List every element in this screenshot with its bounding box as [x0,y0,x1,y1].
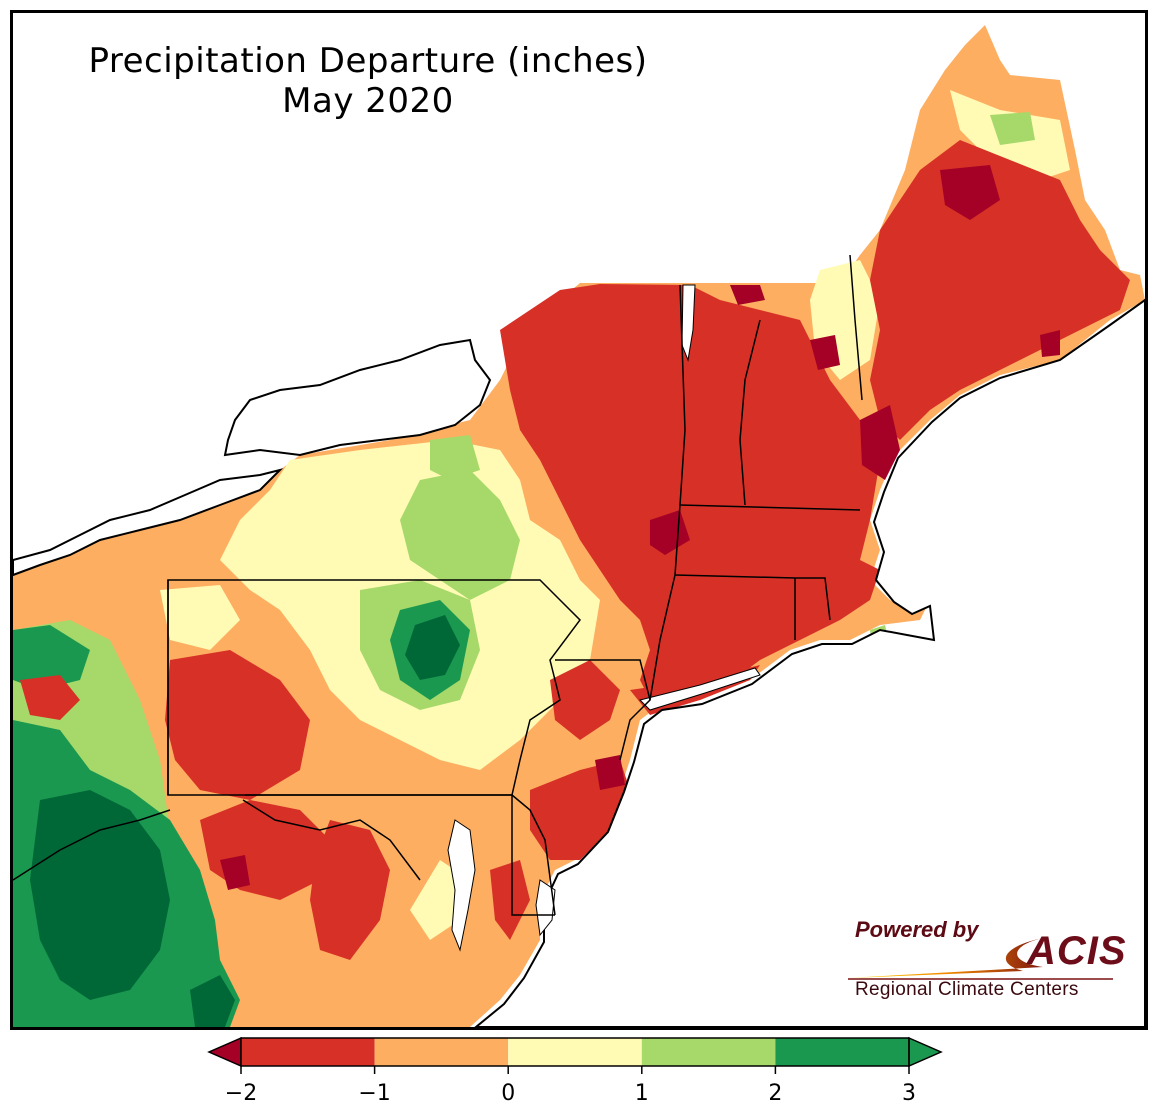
logo-swoosh-icon [848,937,1113,980]
precipitation-map [13,25,1145,1027]
chesapeake-bay [447,819,476,952]
logo-brand: ACIS [1027,929,1127,973]
colorbar-bins [207,1036,943,1068]
water-bodies [13,284,1145,1027]
colorbar-bin-0 [241,1038,375,1066]
colorbar-bin-3 [641,1038,776,1066]
lake-erie [13,468,284,577]
very-dry-areas [220,165,1060,962]
map-subtitle: May 2020 [282,81,454,121]
delaware-bay [535,879,556,937]
long-island-sound [639,667,761,711]
colorbar-frame [240,1037,910,1067]
colorbar-tick-label: 2 [768,1081,782,1106]
logo-powered-by: Powered by [855,917,979,942]
colorbar-over-arrow [908,1036,943,1068]
map-panel: Precipitation Departure (inches) May 202… [10,10,1148,1030]
colorbar-under-arrow [207,1036,242,1068]
colorbar-tick-label: 3 [902,1081,916,1106]
dry-areas [20,140,1130,960]
extremely-wet-areas [30,615,460,1027]
logo-subtitle: Regional Climate Centers [855,979,1079,1000]
colorbar-tick-label: −2 [225,1081,257,1106]
acis-logo: Powered by ACIS Regional Climate Centers [843,913,1133,1013]
colorbar-tick-label: 1 [635,1081,649,1106]
state-boundaries [13,254,863,916]
colorbar-legend: −2 −1 0 1 2 3 [207,1036,943,1106]
colorbar-bin-2 [508,1038,642,1066]
colorbar-bin-4 [775,1038,909,1066]
colorbar-tick-label: 0 [501,1081,515,1106]
colorbar-ticks: −2 −1 0 1 2 3 [225,1066,916,1106]
lake-ontario [223,338,492,457]
map-title: Precipitation Departure (inches) [88,41,648,81]
colorbar-bin-1 [374,1038,509,1066]
colorbar-tick-label: −1 [358,1081,390,1106]
